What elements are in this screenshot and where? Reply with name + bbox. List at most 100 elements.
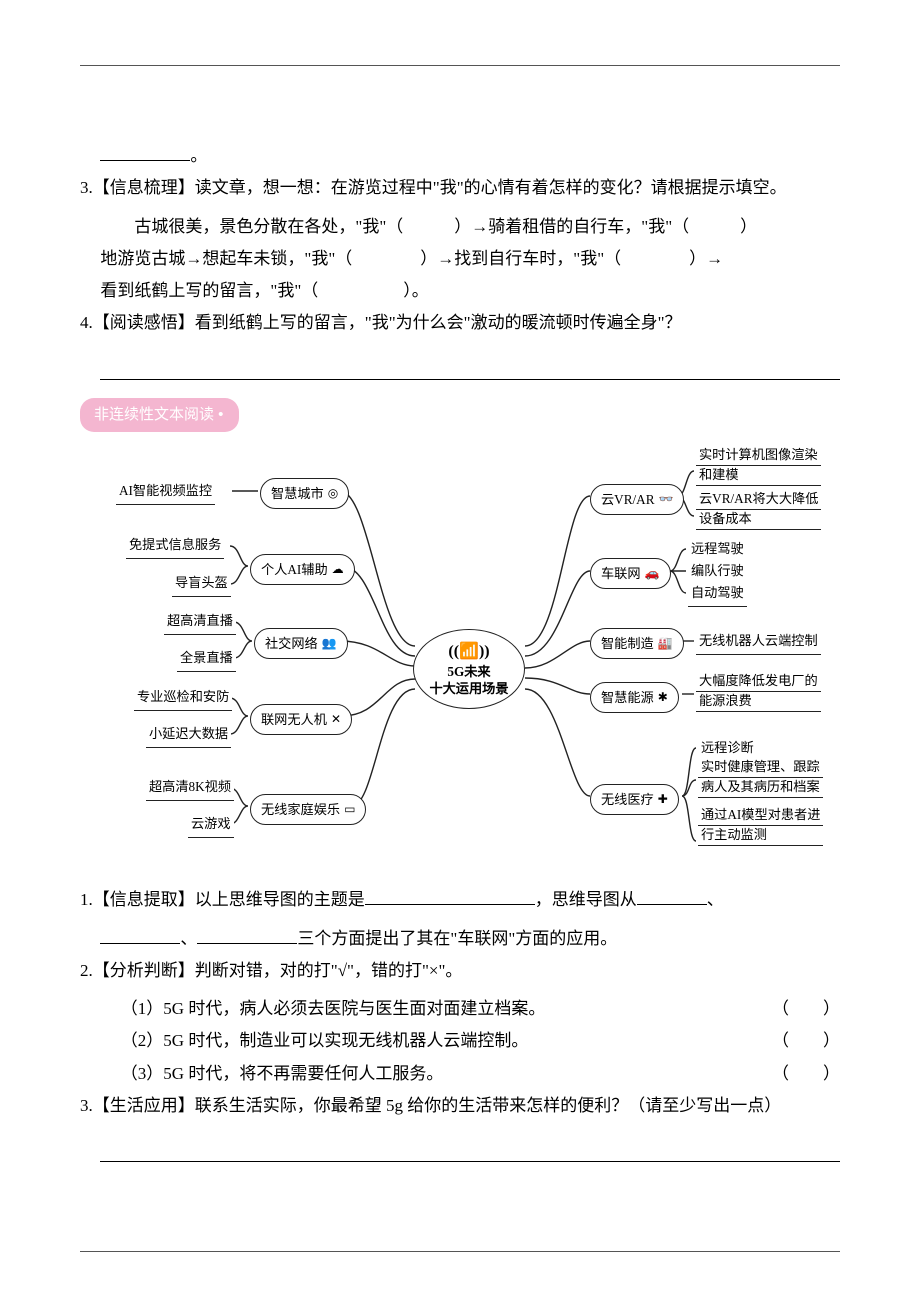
- top-rule: [80, 65, 840, 66]
- blank: [637, 887, 707, 906]
- sq2-prompt: 判断对错，对的打"√"，错的打"×"。: [195, 961, 463, 980]
- sub-question-1: 1.【信息提取】以上思维导图的主题是，思维导图从、: [80, 884, 840, 916]
- judge-paren: （ ）: [772, 1058, 840, 1090]
- cloud-icon: ☁: [332, 558, 344, 581]
- q3-number: 3.: [80, 178, 93, 197]
- sq2-number: 2.: [80, 961, 93, 980]
- bubble-text: 社交网络: [265, 631, 318, 656]
- sq3-prompt: 联系生活实际，你最希望 5g 给你的生活带来怎样的便利？（请至少写出一点）: [195, 1096, 782, 1115]
- bubble-vrar: 云VR/AR👓: [590, 484, 684, 515]
- sq3-answer-line: [100, 1136, 840, 1162]
- sq1-e: 三个方面提出了其在"车联网"方面的应用。: [297, 929, 617, 948]
- bubble-ai-assist: 个人AI辅助☁: [250, 554, 355, 585]
- judge-text: （3）5G 时代，将不再需要任何人工服务。: [121, 1064, 444, 1083]
- glasses-icon: 👓: [659, 488, 674, 511]
- q3-line3: 看到纸鹤上写的留言，"我"（ ）。: [100, 275, 840, 307]
- bubble-text: 智慧能源: [601, 685, 654, 710]
- leaf: 设备成本: [696, 510, 821, 530]
- judge-text: （1）5G 时代，病人必须去医院与医生面对面建立档案。: [121, 999, 546, 1018]
- bubble-text: 云VR/AR: [601, 487, 655, 512]
- sq1-line2: 、 三个方面提出了其在"车联网"方面的应用。: [80, 923, 840, 955]
- judge-item-3: （3）5G 时代，将不再需要任何人工服务。 （ ）: [80, 1058, 840, 1090]
- leaf: 实时计算机图像渲染: [696, 446, 821, 466]
- bubble-energy: 智慧能源✱: [590, 682, 679, 713]
- mindmap-center: ((📶)) 5G未来 十大运用场景: [413, 629, 525, 709]
- car-icon: 🚗: [645, 562, 660, 585]
- judge-item-1: （1）5G 时代，病人必须去医院与医生面对面建立档案。 （ ）: [80, 993, 840, 1025]
- center-line1: 5G未来: [447, 663, 490, 680]
- q3-line2: 地游览古城→想起车未锁，"我"（ ）→找到自行车时，"我"（ ）→: [100, 243, 840, 275]
- q4-number: 4.: [80, 313, 93, 332]
- sq1-tag: 【信息提取】: [93, 890, 195, 909]
- leaf: 能源浪费: [696, 692, 821, 712]
- leaf-group: 云VR/AR将大大降低 设备成本: [696, 490, 821, 530]
- judge-item-2: （2）5G 时代，制造业可以实现无线机器人云端控制。 （ ）: [80, 1025, 840, 1057]
- bubble-drone: 联网无人机✕: [250, 704, 352, 735]
- leaf-group: 实时计算机图像渲染 和建模: [696, 446, 821, 486]
- sq1-b: ，思维导图从: [535, 890, 637, 909]
- factory-icon: 🏭: [658, 632, 673, 655]
- leaf: AI智能视频监控: [116, 478, 215, 505]
- bubble-text: 车联网: [601, 561, 641, 586]
- leaf: 免提式信息服务: [126, 532, 224, 559]
- blank: [197, 925, 297, 944]
- q3-line1: 古城很美，景色分散在各处，"我"（ ）→骑着租借的自行车，"我"（ ）: [100, 211, 840, 243]
- bubble-text: 无线医疗: [601, 787, 654, 812]
- sub-question-2: 2.【分析判断】判断对错，对的打"√"，错的打"×"。: [80, 955, 840, 987]
- bubble-manuf: 智能制造🏭: [590, 628, 684, 659]
- sub-question-3: 3.【生活应用】联系生活实际，你最希望 5g 给你的生活带来怎样的便利？（请至少…: [80, 1090, 840, 1122]
- section-2-header: 非连续性文本阅读 •: [80, 384, 840, 439]
- windmill-icon: ✱: [658, 686, 668, 709]
- bubble-text: 智能制造: [601, 631, 654, 656]
- leaf: 和建模: [696, 466, 821, 486]
- leaf: 专业巡检和安防: [134, 684, 232, 711]
- q4-tag: 【阅读感悟】: [93, 313, 195, 332]
- drone-icon: ✕: [331, 708, 341, 731]
- q4-answer-line: [100, 354, 840, 380]
- leaf: 无线机器人云端控制: [696, 628, 821, 655]
- bottom-rule: [80, 1251, 840, 1252]
- q3-prompt: 读文章，想一想：在游览过程中"我"的心情有着怎样的变化？请根据提示填空。: [195, 178, 787, 197]
- center-line2: 十大运用场景: [429, 680, 508, 697]
- sq2-tag: 【分析判断】: [93, 961, 195, 980]
- sq1-d: 、: [180, 929, 197, 948]
- prev-trailing: 。: [80, 140, 840, 172]
- leaf: 云游戏: [188, 811, 234, 838]
- bubble-medical: 无线医疗✚: [590, 784, 679, 815]
- blank: [100, 925, 180, 944]
- bubble-smart-city: 智慧城市◎: [260, 478, 349, 509]
- leaf: 通过AI模型对患者进: [698, 806, 823, 826]
- section-tag-pill: 非连续性文本阅读 •: [80, 398, 239, 433]
- leaf-group: 实时健康管理、跟踪 病人及其病历和档案: [698, 758, 823, 798]
- bubble-home-ent: 无线家庭娱乐▭: [250, 794, 366, 825]
- bubble-text: 个人AI辅助: [261, 557, 328, 582]
- q3-tag: 【信息梳理】: [93, 178, 195, 197]
- mindmap: ((📶)) 5G未来 十大运用场景 智慧城市◎ AI智能视频监控 个人AI辅助☁…: [80, 446, 840, 876]
- leaf-group: 大幅度降低发电厂的 能源浪费: [696, 672, 821, 712]
- period: 。: [190, 146, 207, 165]
- leaf: 云VR/AR将大大降低: [696, 490, 821, 510]
- bubble-v2x: 车联网🚗: [590, 558, 671, 589]
- leaf: 导盲头盔: [172, 570, 231, 597]
- tv-icon: ▭: [344, 798, 355, 821]
- people-icon: 👥: [322, 632, 337, 655]
- target-icon: ◎: [328, 482, 338, 505]
- leaf: 超高清直播: [164, 608, 236, 635]
- leaf-group: 通过AI模型对患者进 行主动监测: [698, 806, 823, 846]
- question-3: 3.【信息梳理】读文章，想一想：在游览过程中"我"的心情有着怎样的变化？请根据提…: [80, 172, 840, 204]
- bubble-text: 联网无人机: [261, 707, 327, 732]
- q3-body: 古城很美，景色分散在各处，"我"（ ）→骑着租借的自行车，"我"（ ） 地游览古…: [80, 211, 840, 308]
- leaf: 行主动监测: [698, 826, 823, 846]
- q4-prompt: 看到纸鹤上写的留言，"我"为什么会"激动的暖流顿时传遍全身"？: [195, 313, 682, 332]
- judge-text: （2）5G 时代，制造业可以实现无线机器人云端控制。: [121, 1031, 529, 1050]
- bubble-text: 智慧城市: [271, 481, 324, 506]
- leaf: 大幅度降低发电厂的: [696, 672, 821, 692]
- leaf: 病人及其病历和档案: [698, 778, 823, 798]
- sq1-number: 1.: [80, 890, 93, 909]
- leaf: 实时健康管理、跟踪: [698, 758, 823, 778]
- blank: [365, 887, 535, 906]
- judge-paren: （ ）: [772, 1025, 840, 1057]
- blank: [100, 142, 190, 161]
- leaf: 全景直播: [177, 645, 236, 672]
- bubble-social: 社交网络👥: [254, 628, 348, 659]
